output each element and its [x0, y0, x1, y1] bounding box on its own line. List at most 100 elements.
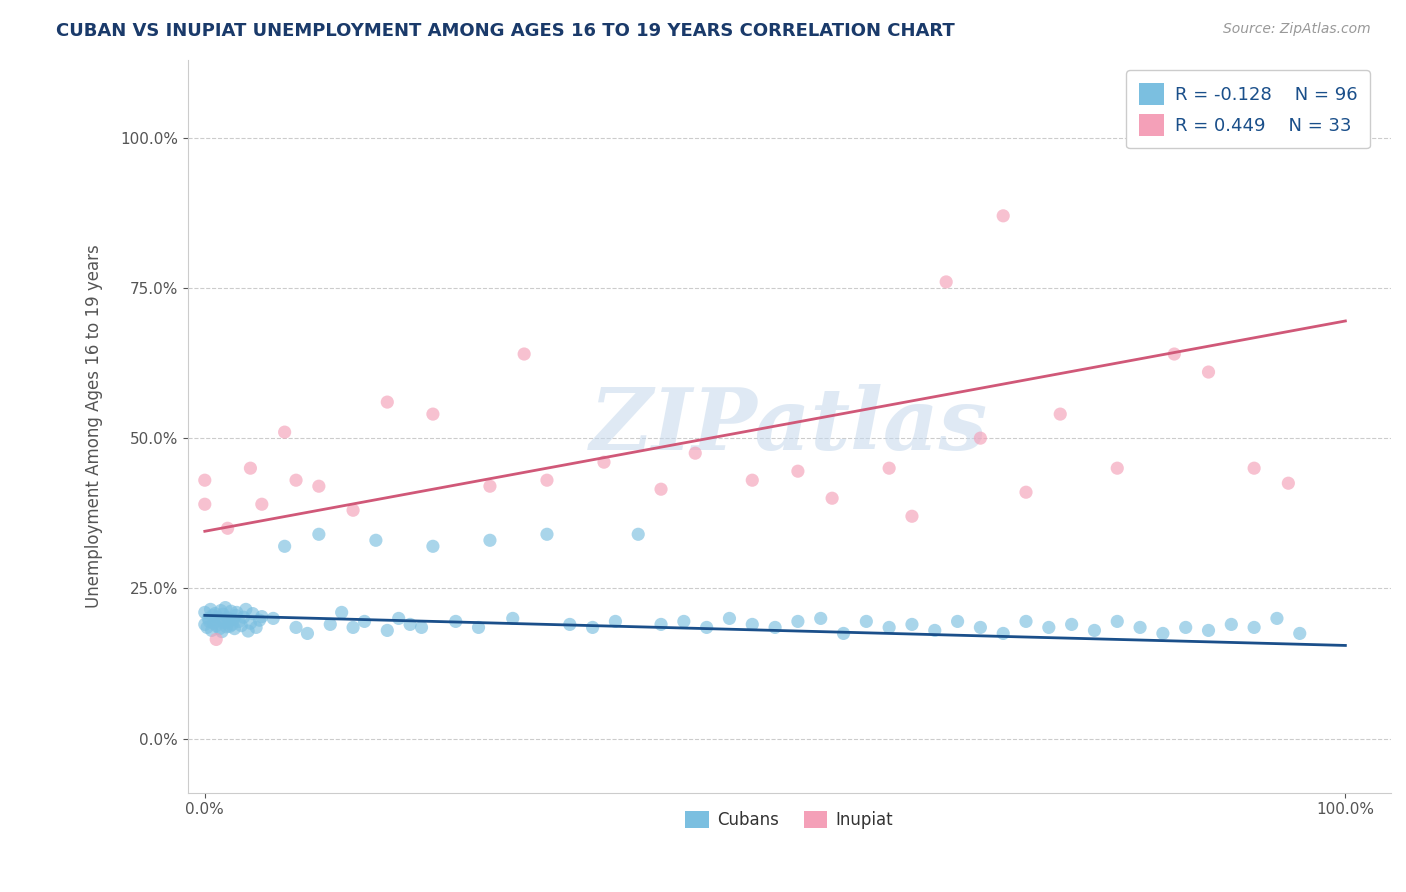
Point: [855, 615, 877, 629]
Point: [1198, 365, 1220, 379]
Point: [581, 620, 603, 634]
Point: [1015, 485, 1038, 500]
Point: [212, 607, 235, 622]
Point: [375, 624, 398, 638]
Point: [1288, 626, 1310, 640]
Point: [235, 602, 257, 616]
Point: [1163, 347, 1185, 361]
Point: [236, 624, 259, 638]
Point: [249, 613, 271, 627]
Point: [225, 606, 247, 620]
Point: [224, 622, 246, 636]
Legend: Cubans, Inupiat: Cubans, Inupiat: [679, 804, 900, 836]
Point: [969, 431, 991, 445]
Text: Source: ZipAtlas.com: Source: ZipAtlas.com: [1223, 22, 1371, 37]
Point: [194, 497, 217, 511]
Point: [696, 620, 718, 634]
Point: [924, 624, 946, 638]
Point: [205, 632, 228, 647]
Point: [935, 275, 957, 289]
Point: [219, 619, 242, 633]
Point: [319, 617, 342, 632]
Point: [239, 461, 262, 475]
Point: [1174, 620, 1197, 634]
Point: [502, 611, 524, 625]
Point: [478, 533, 501, 548]
Point: [763, 620, 786, 634]
Point: [217, 521, 239, 535]
Point: [467, 620, 489, 634]
Point: [1334, 130, 1357, 145]
Point: [273, 539, 295, 553]
Point: [205, 618, 228, 632]
Point: [1049, 407, 1071, 421]
Point: [207, 610, 229, 624]
Point: [208, 622, 231, 636]
Point: [197, 611, 219, 625]
Point: [195, 620, 218, 634]
Point: [285, 620, 308, 634]
Point: [375, 395, 398, 409]
Point: [218, 615, 240, 629]
Point: [330, 606, 353, 620]
Point: [232, 610, 254, 624]
Text: ZIPatlas: ZIPatlas: [591, 384, 988, 468]
Point: [297, 626, 319, 640]
Point: [239, 616, 262, 631]
Point: [1334, 130, 1357, 145]
Point: [821, 491, 844, 506]
Point: [198, 615, 221, 629]
Point: [399, 617, 422, 632]
Point: [741, 617, 763, 632]
Point: [1107, 461, 1129, 475]
Point: [1243, 620, 1265, 634]
Point: [901, 509, 924, 524]
Point: [832, 626, 855, 640]
Point: [1083, 624, 1105, 638]
Point: [342, 620, 364, 634]
Point: [308, 479, 330, 493]
Point: [1243, 461, 1265, 475]
Point: [388, 611, 411, 625]
Point: [558, 617, 581, 632]
Point: [650, 617, 672, 632]
Point: [222, 613, 245, 627]
Point: [194, 606, 217, 620]
Point: [422, 539, 444, 553]
Point: [211, 624, 233, 639]
Point: [209, 604, 232, 618]
Point: [422, 407, 444, 421]
Point: [605, 615, 627, 629]
Point: [1265, 611, 1288, 625]
Point: [194, 473, 217, 487]
Point: [1152, 626, 1174, 640]
Point: [1334, 130, 1357, 145]
Point: [1277, 476, 1299, 491]
Point: [221, 617, 243, 632]
Point: [478, 479, 501, 493]
Point: [901, 617, 924, 632]
Point: [201, 608, 224, 623]
Point: [993, 209, 1015, 223]
Point: [212, 615, 235, 630]
Point: [207, 613, 229, 627]
Point: [411, 620, 433, 634]
Text: CUBAN VS INUPIAT UNEMPLOYMENT AMONG AGES 16 TO 19 YEARS CORRELATION CHART: CUBAN VS INUPIAT UNEMPLOYMENT AMONG AGES…: [56, 22, 955, 40]
Point: [810, 611, 832, 625]
Point: [946, 615, 969, 629]
Point: [217, 611, 239, 625]
Point: [214, 600, 236, 615]
Point: [202, 616, 225, 631]
Point: [877, 620, 900, 634]
Point: [1334, 130, 1357, 145]
Point: [650, 482, 672, 496]
Point: [1334, 130, 1357, 145]
Point: [513, 347, 536, 361]
Point: [342, 503, 364, 517]
Point: [718, 611, 741, 625]
Point: [593, 455, 616, 469]
Point: [627, 527, 650, 541]
Point: [364, 533, 387, 548]
Point: [1198, 624, 1220, 638]
Y-axis label: Unemployment Among Ages 16 to 19 years: Unemployment Among Ages 16 to 19 years: [86, 244, 103, 608]
